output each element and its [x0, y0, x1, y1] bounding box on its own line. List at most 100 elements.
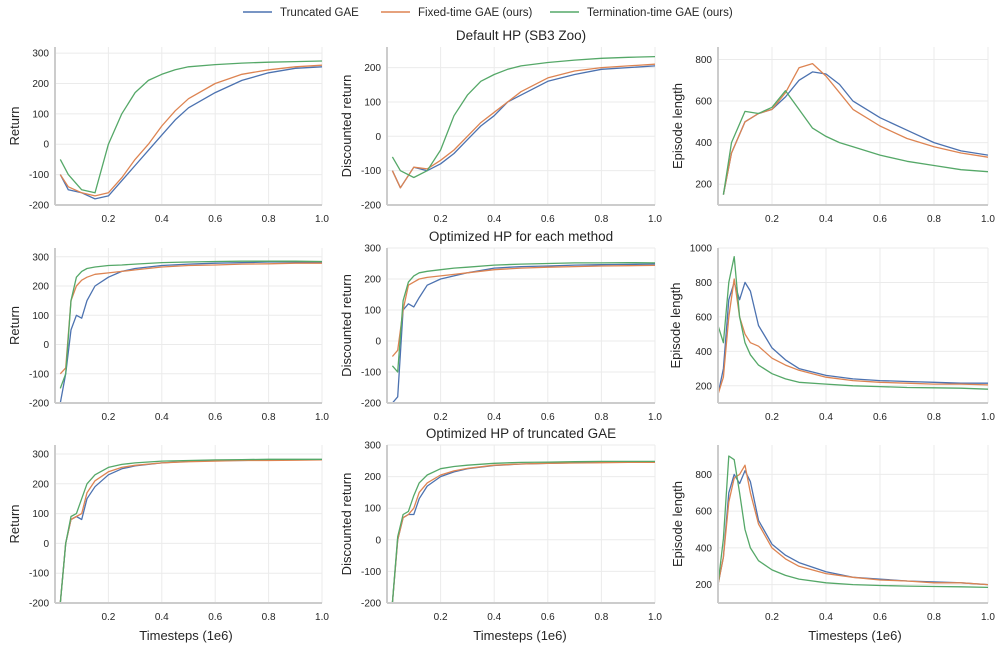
- y-tick-label: 0: [43, 539, 49, 550]
- series-line-fixed-time-gae-ours: [391, 264, 655, 357]
- y-tick-label: 100: [364, 306, 381, 317]
- series-line-truncated-gae: [391, 263, 655, 403]
- x-tick-label: 0.4: [487, 412, 501, 423]
- x-tick-label: 0.2: [101, 612, 115, 623]
- row-title-optimized-truncated: Optimized HP of truncated GAE: [426, 426, 616, 441]
- panel-1-2: 0.2 0.4 0.6 0.8 1.0 -200 -100 0 100 200 Discounted…: [339, 47, 662, 225]
- y-tick-label: -100: [361, 567, 381, 578]
- x-tick-label: 1.0: [981, 412, 995, 423]
- x-tick-label: 0.6: [873, 214, 887, 225]
- y-axis-label: Discounted return: [339, 75, 354, 178]
- y-tick-label: 300: [32, 449, 49, 460]
- x-tick-label: 0.2: [765, 412, 779, 423]
- series-line-fixed-time-gae-ours: [391, 461, 655, 603]
- x-tick-label: 0.8: [927, 612, 941, 623]
- y-axis-label: Return: [7, 504, 22, 543]
- y-tick-label: 100: [32, 509, 49, 520]
- series-line-truncated-gae: [722, 71, 988, 195]
- x-tick-label: 0.6: [208, 214, 222, 225]
- y-tick-label: 300: [364, 244, 381, 255]
- x-tick-label: 0.4: [155, 412, 169, 423]
- y-tick-label: 200: [32, 479, 49, 490]
- series-line-termination-time-gae-ours: [722, 90, 988, 195]
- x-tick-label: 0.4: [819, 412, 833, 423]
- y-tick-label: 200: [364, 275, 381, 286]
- x-tick-label: 0.2: [101, 412, 115, 423]
- y-tick-label: 800: [695, 470, 712, 481]
- x-tick-label: 0.8: [594, 412, 608, 423]
- y-tick-label: 0: [375, 337, 381, 348]
- x-tick-label: 0.2: [765, 214, 779, 225]
- y-axis-label: Return: [7, 106, 22, 145]
- series-line-truncated-gae: [718, 470, 988, 586]
- y-tick-label: 200: [32, 282, 49, 293]
- x-tick-label: 0.2: [765, 612, 779, 623]
- y-tick-label: 1000: [690, 244, 713, 255]
- y-tick-label: -200: [361, 201, 381, 212]
- x-tick-label: 1.0: [981, 214, 995, 225]
- x-tick-label: 0.4: [819, 612, 833, 623]
- y-tick-label: -200: [361, 399, 381, 410]
- legend-label-truncated: Truncated GAE: [280, 7, 359, 19]
- x-tick-label: 0.6: [873, 612, 887, 623]
- y-tick-label: 800: [695, 278, 712, 289]
- y-tick-label: 200: [364, 63, 381, 74]
- series-line-truncated-gae: [59, 261, 322, 403]
- y-tick-label: 600: [695, 97, 712, 108]
- y-tick-label: -100: [29, 369, 49, 380]
- y-tick-label: 100: [32, 311, 49, 322]
- y-tick-label: 0: [375, 132, 381, 143]
- panel-1-1: 0.2 0.4 0.6 0.8 1.0 -200 -100 0 100 200 300 Return: [7, 47, 329, 225]
- y-tick-label: -100: [361, 166, 381, 177]
- y-tick-label: 200: [695, 580, 712, 591]
- y-axis-label: Episode length: [670, 83, 685, 169]
- panel-2-1: 0.2 0.4 0.6 0.8 1.0 -200 -100 0 100 200 300 Return: [7, 248, 329, 423]
- y-tick-label: 200: [695, 381, 712, 392]
- series-line-truncated-gae: [59, 459, 322, 603]
- y-tick-label: 200: [695, 180, 712, 191]
- x-tick-label: 0.8: [594, 612, 608, 623]
- y-tick-label: 200: [32, 79, 49, 90]
- x-tick-label: 1.0: [648, 412, 662, 423]
- y-tick-label: 400: [695, 347, 712, 358]
- x-tick-label: 0.2: [434, 612, 448, 623]
- row-title-default-hp: Default HP (SB3 Zoo): [456, 28, 586, 43]
- series-line-termination-time-gae-ours: [718, 255, 988, 390]
- y-tick-label: 100: [32, 109, 49, 120]
- xlabel-col1: Timesteps (1e6): [139, 628, 232, 643]
- y-tick-label: 100: [364, 97, 381, 108]
- series-line-termination-time-gae-ours: [59, 60, 322, 194]
- panel-2-2: 0.2 0.4 0.6 0.8 1.0 -200 -100 0 100 200 300 Discoun…: [339, 244, 662, 424]
- series-line-termination-time-gae-ours: [59, 458, 322, 603]
- x-tick-label: 0.6: [208, 612, 222, 623]
- x-tick-label: 0.8: [927, 214, 941, 225]
- series-line-truncated-gae: [718, 281, 988, 395]
- panel-3-1: 0.2 0.4 0.6 0.8 1.0 -200 -100 0 100 200 300 Return: [7, 445, 329, 623]
- y-tick-label: -200: [29, 399, 49, 410]
- x-tick-label: 0.4: [155, 612, 169, 623]
- series-line-fixed-time-gae-ours: [718, 278, 988, 395]
- panel-3-2: 0.2 0.4 0.6 0.8 1.0 -200 -100 0 100 200 300 Discoun…: [339, 441, 662, 624]
- legend-label-termination: Termination-time GAE (ours): [587, 7, 733, 19]
- y-axis-label: Episode length: [670, 481, 685, 567]
- x-tick-label: 0.8: [262, 412, 276, 423]
- y-tick-label: 0: [43, 340, 49, 351]
- x-tick-label: 0.4: [155, 214, 169, 225]
- x-tick-label: 0.2: [101, 214, 115, 225]
- legend: Truncated GAE Fixed-time GAE (ours) Term…: [243, 7, 733, 19]
- series-line-fixed-time-gae-ours: [59, 64, 322, 197]
- y-axis-label: Discounted return: [339, 274, 354, 377]
- x-tick-label: 0.8: [927, 412, 941, 423]
- x-tick-label: 0.6: [873, 412, 887, 423]
- x-tick-label: 1.0: [315, 214, 329, 225]
- panel-1-3: 0.2 0.4 0.6 0.8 1.0 200 400 600 800 Episode lengt…: [670, 47, 995, 225]
- y-tick-label: 400: [695, 543, 712, 554]
- series-line-truncated-gae: [59, 66, 322, 200]
- y-tick-label: -100: [29, 170, 49, 181]
- x-tick-label: 0.6: [541, 214, 555, 225]
- x-tick-label: 0.2: [434, 214, 448, 225]
- series-line-termination-time-gae-ours: [391, 261, 655, 373]
- row-title-optimized-each: Optimized HP for each method: [429, 229, 613, 244]
- y-tick-label: 300: [32, 252, 49, 263]
